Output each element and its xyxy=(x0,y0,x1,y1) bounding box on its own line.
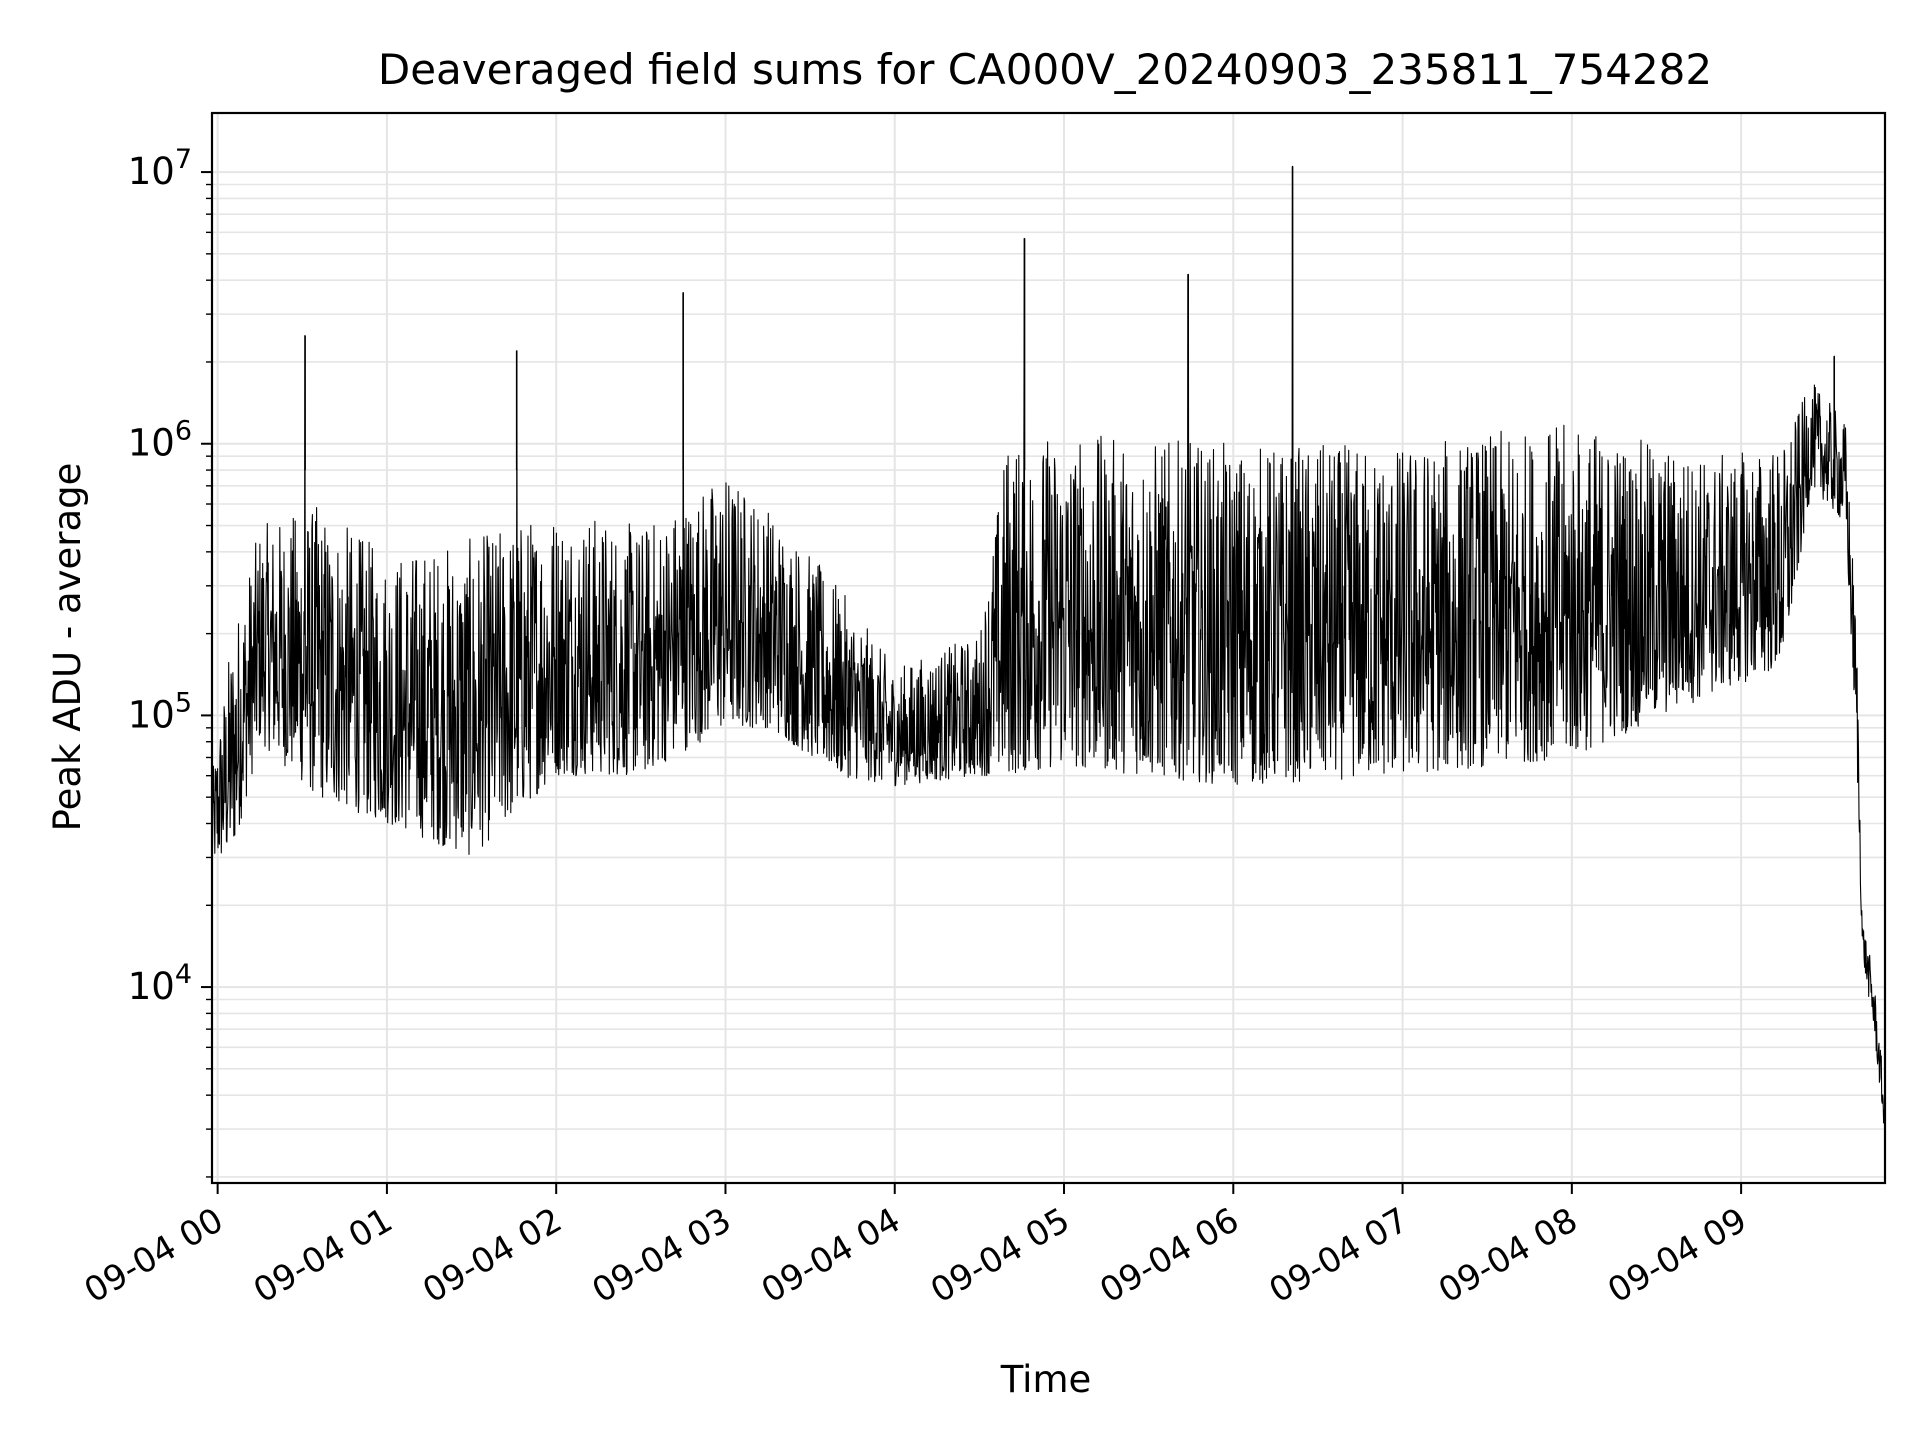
x-axis-label: Time xyxy=(1000,1358,1092,1401)
y-axis-label: Peak ADU - average xyxy=(46,463,89,832)
chart-title: Deaveraged field sums for CA000V_2024090… xyxy=(378,45,1712,94)
